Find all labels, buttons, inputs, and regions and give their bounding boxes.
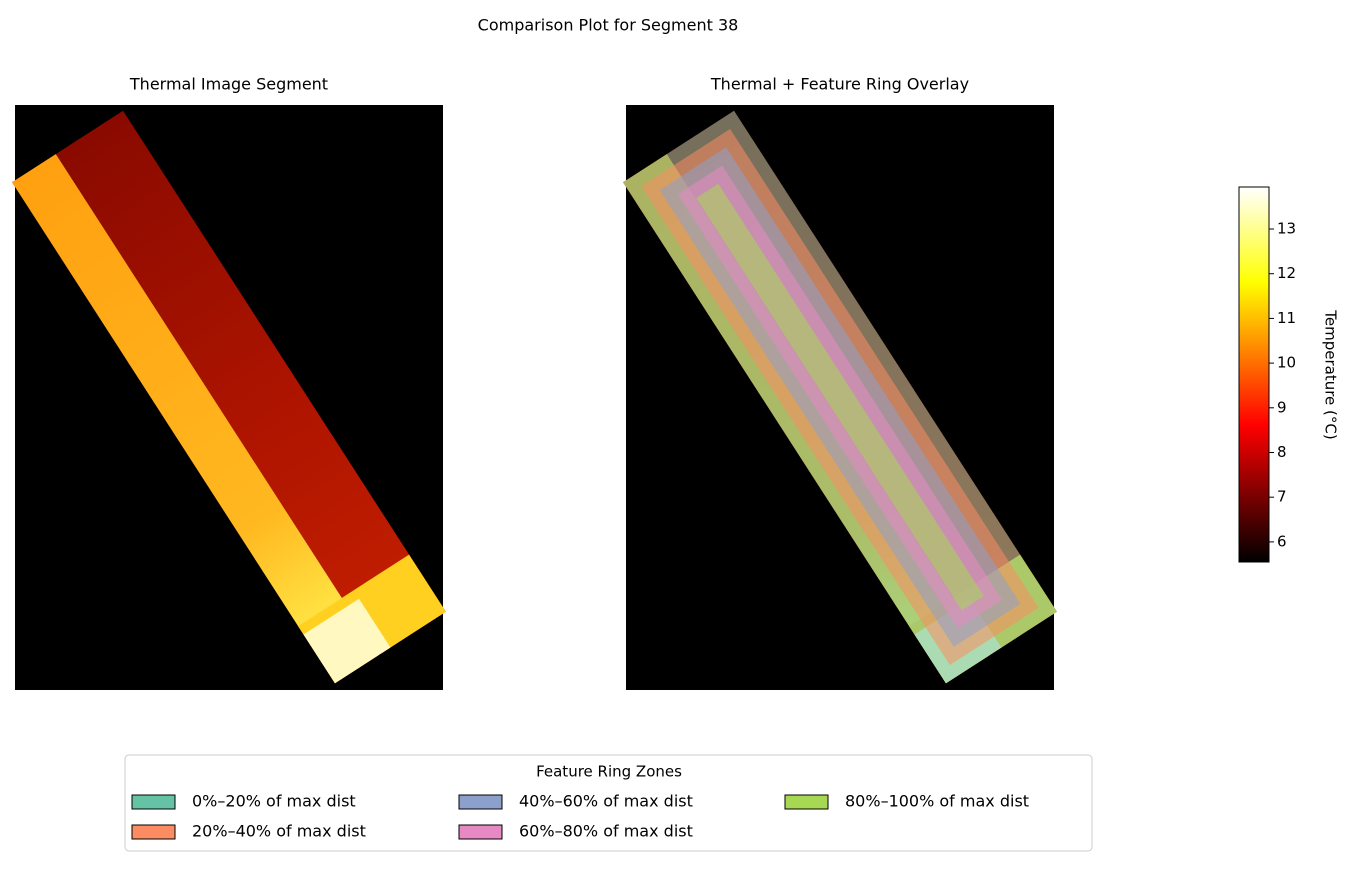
colorbar-tick-label: 13 [1277,220,1296,238]
colorbar-tick-label: 9 [1277,398,1287,416]
ring-zone [696,183,984,611]
colorbar-body [1238,186,1270,563]
segment-overlay [623,110,1057,684]
legend-swatch [131,824,176,840]
legend [124,754,1093,852]
legend-label: 40%–60% of max dist [519,792,693,811]
figure-title: Comparison Plot for Segment 38 [478,16,739,35]
colorbar-tick-label: 6 [1277,532,1287,550]
legend-label: 60%–80% of max dist [519,822,693,841]
legend-swatch [784,794,829,810]
colorbar-tick-label: 11 [1277,309,1296,327]
legend-label: 0%–20% of max dist [192,792,356,811]
legend-title: Feature Ring Zones [536,763,682,781]
legend-swatch [458,794,503,810]
colorbar-tick-label: 12 [1277,264,1296,282]
colorbar-tick-label: 7 [1277,488,1287,506]
legend-swatch [131,794,176,810]
colorbar-label: Temperature (°C) [1322,309,1340,439]
colorbar [1238,186,1274,563]
legend-swatch [458,824,503,840]
legend-label: 80%–100% of max dist [845,792,1029,811]
legend-label: 20%–40% of max dist [192,822,366,841]
colorbar-tick-label: 8 [1277,443,1287,461]
colorbar-tick-label: 10 [1277,354,1296,372]
panel-title: Thermal Image Segment [129,75,328,94]
panel-title: Thermal + Feature Ring Overlay [710,75,969,94]
